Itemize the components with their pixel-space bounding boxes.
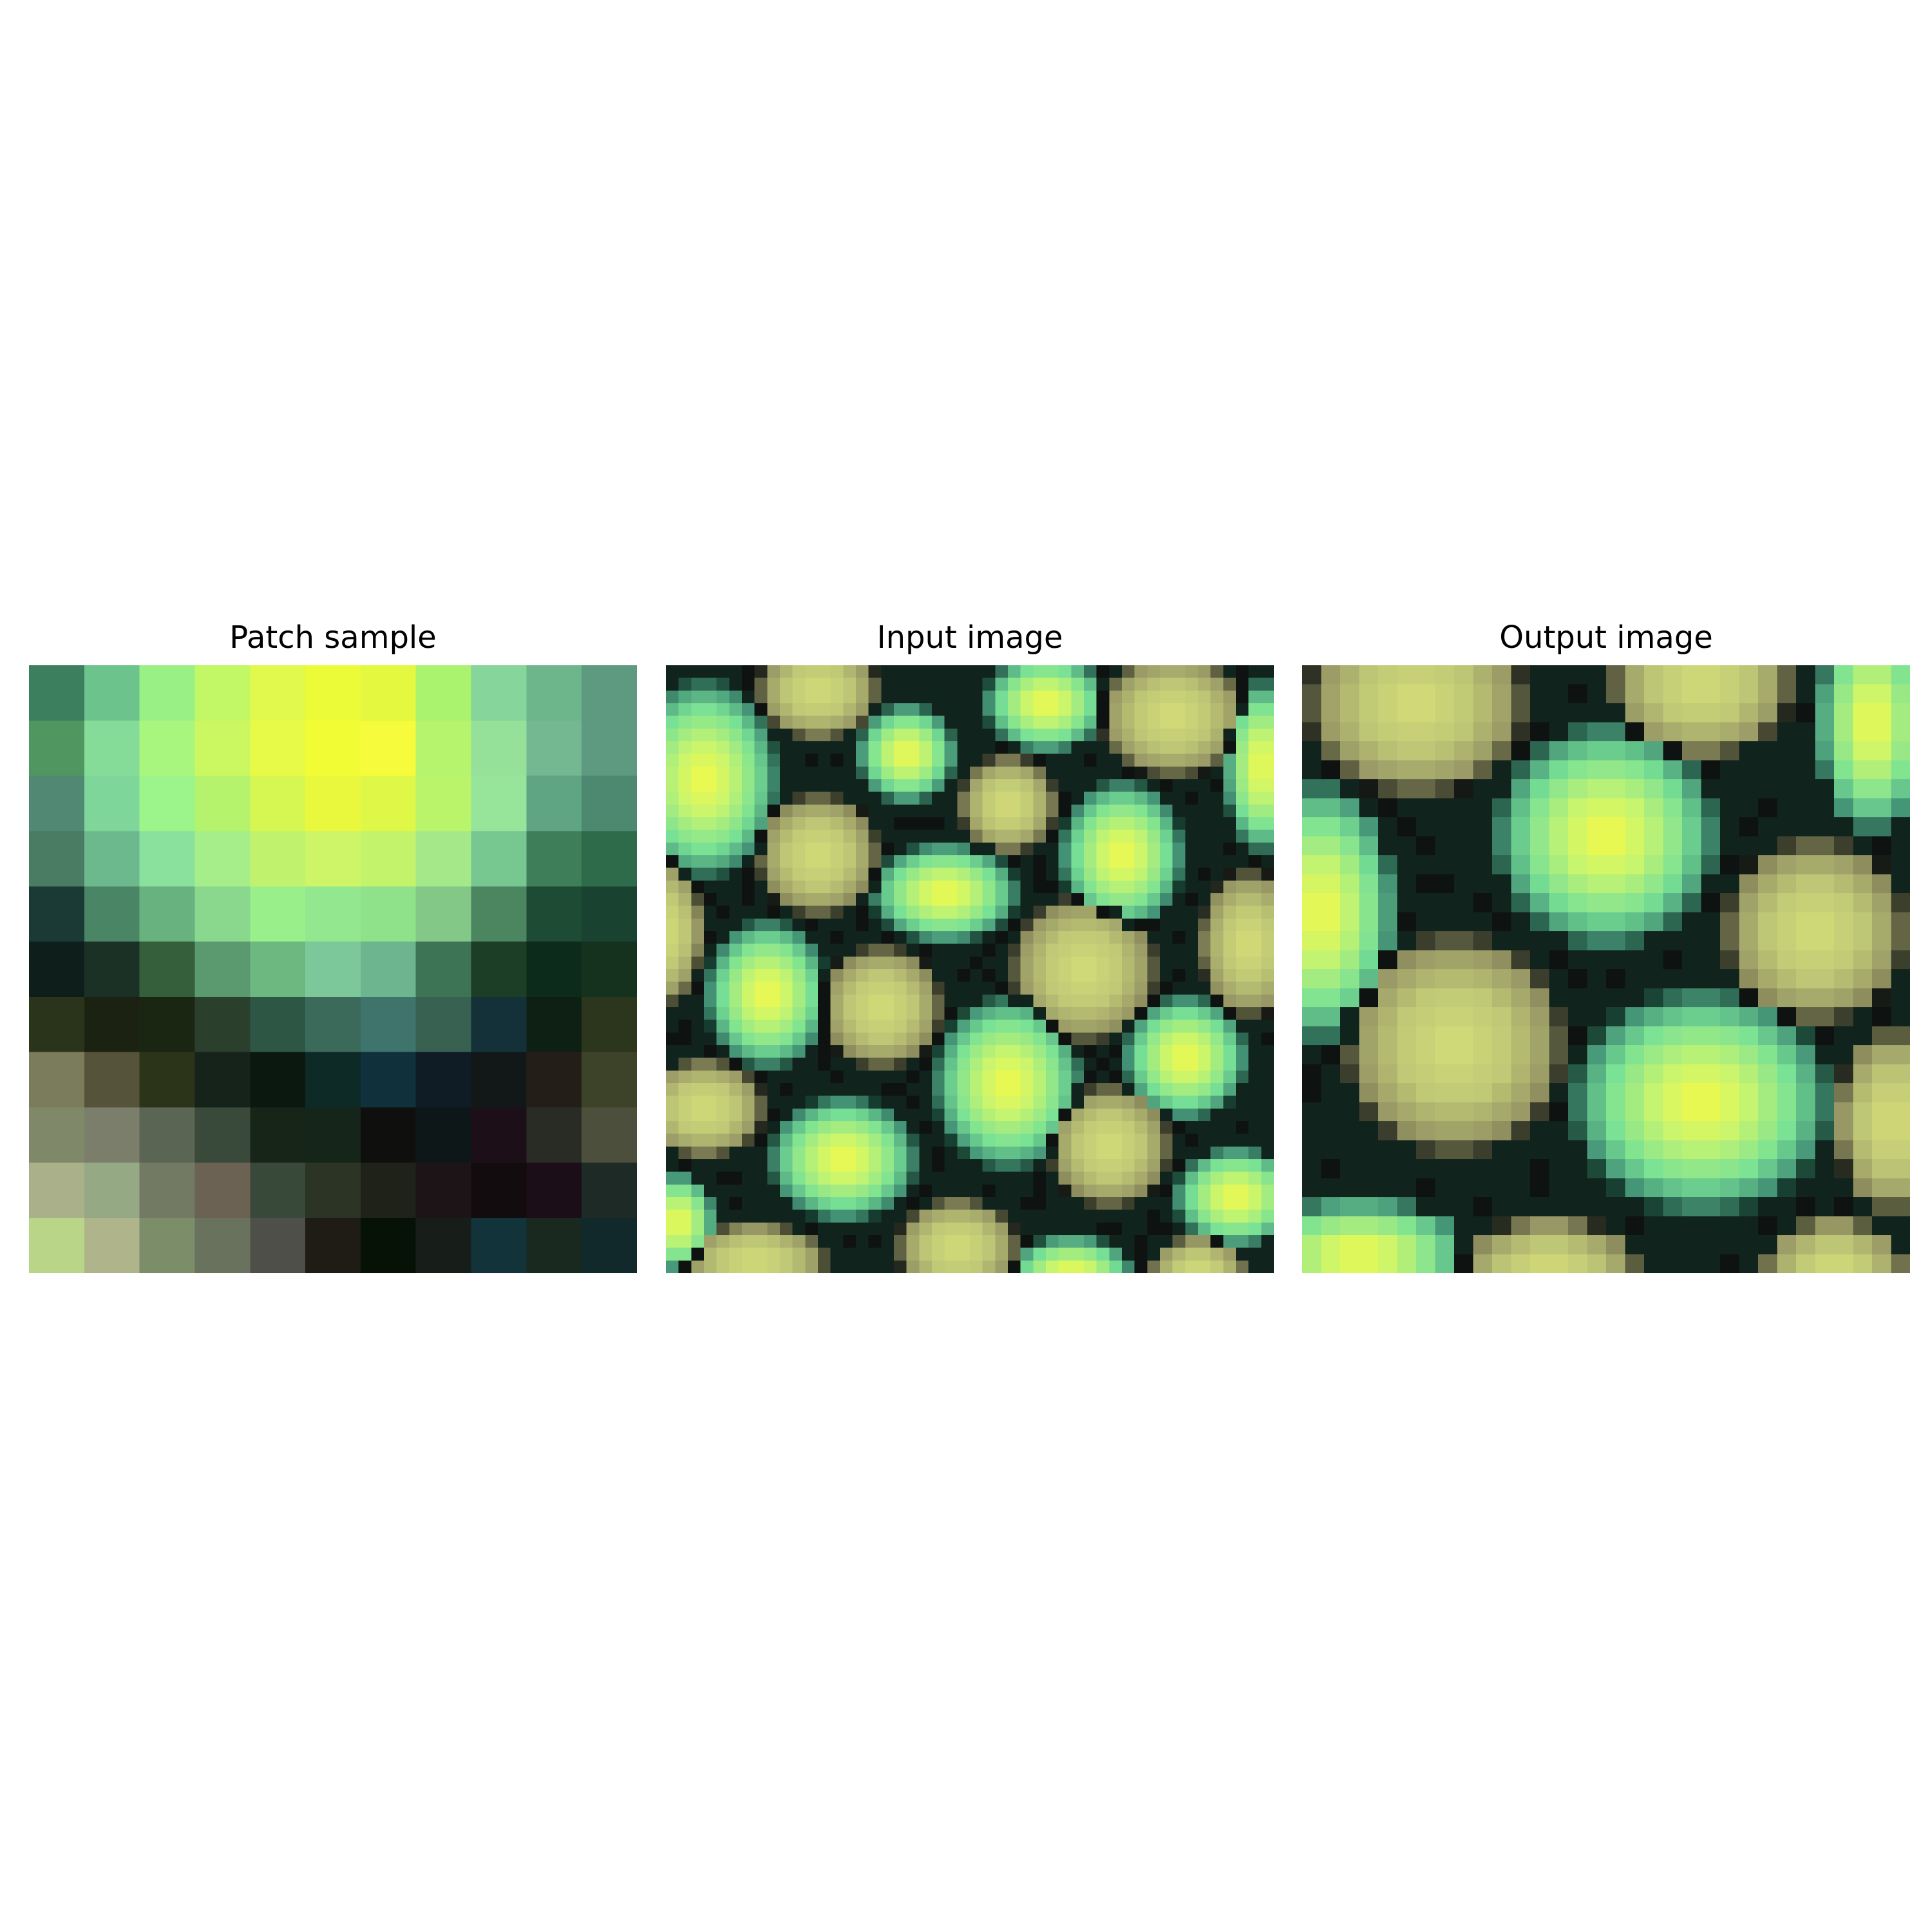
- input-image-title: Input image: [876, 620, 1063, 656]
- output-image-title: Output image: [1499, 620, 1713, 656]
- output-image: [1302, 665, 1910, 1273]
- input-image: [666, 665, 1274, 1273]
- patch-sample-image: [29, 665, 637, 1273]
- patch-sample-title: Patch sample: [229, 620, 437, 656]
